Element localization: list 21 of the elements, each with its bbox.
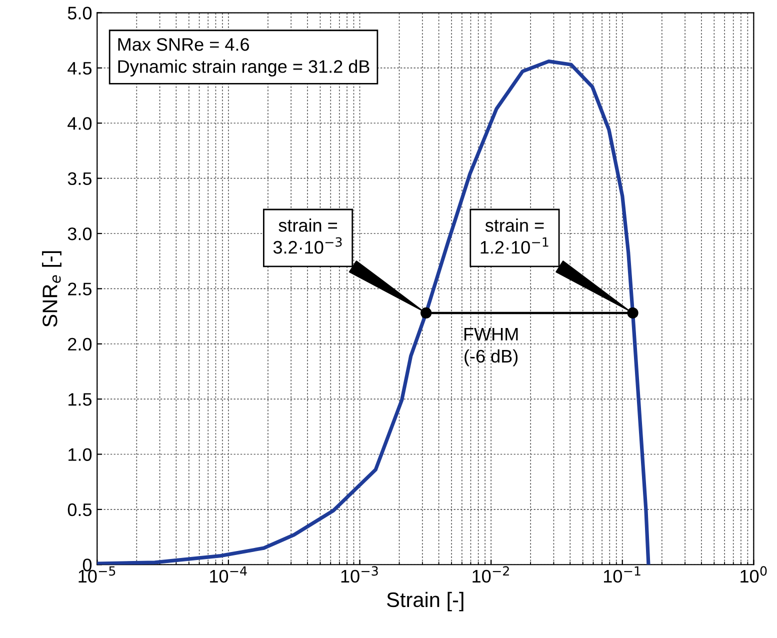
y-tick-label: 3.5 bbox=[68, 172, 92, 186]
y-tick-label: 2.0 bbox=[68, 338, 92, 351]
y-tick-label: 3.0 bbox=[68, 227, 92, 240]
y-tick-label: 4.0 bbox=[68, 117, 92, 130]
x-tick-label: 10$^{−2}$ bbox=[472, 566, 509, 583]
y-tick-label: 4.5 bbox=[68, 62, 92, 75]
y-tick-label: 5.0 bbox=[68, 6, 92, 20]
annotation: Max SNRe = 4.6 Dynamic strain range = 31.2 dB bbox=[118, 38, 370, 76]
y-axis-title: SNR$_{e}$ [-] bbox=[42, 251, 62, 327]
x-tick-label: 10$^{0}$ bbox=[740, 566, 767, 583]
x-tick-label: 10$^{−1}$ bbox=[604, 566, 640, 583]
y-tick-label: 2.5 bbox=[68, 282, 92, 296]
annotation: strain = 1.2·10$^{−1}$ bbox=[480, 218, 548, 254]
y-tick-label: 1.5 bbox=[68, 393, 92, 406]
x-tick-label: 10$^{−4}$ bbox=[210, 566, 247, 583]
x-tick-label: 10$^{−3}$ bbox=[341, 566, 378, 583]
annotation: strain = 3.2·10$^{−3}$ bbox=[273, 218, 342, 254]
x-axis-title: Strain [-] bbox=[386, 592, 464, 612]
annotation: FWHM (-6 dB) bbox=[464, 328, 518, 366]
y-tick-label: 0.5 bbox=[68, 503, 92, 516]
y-tick-label: 1.0 bbox=[68, 448, 92, 461]
